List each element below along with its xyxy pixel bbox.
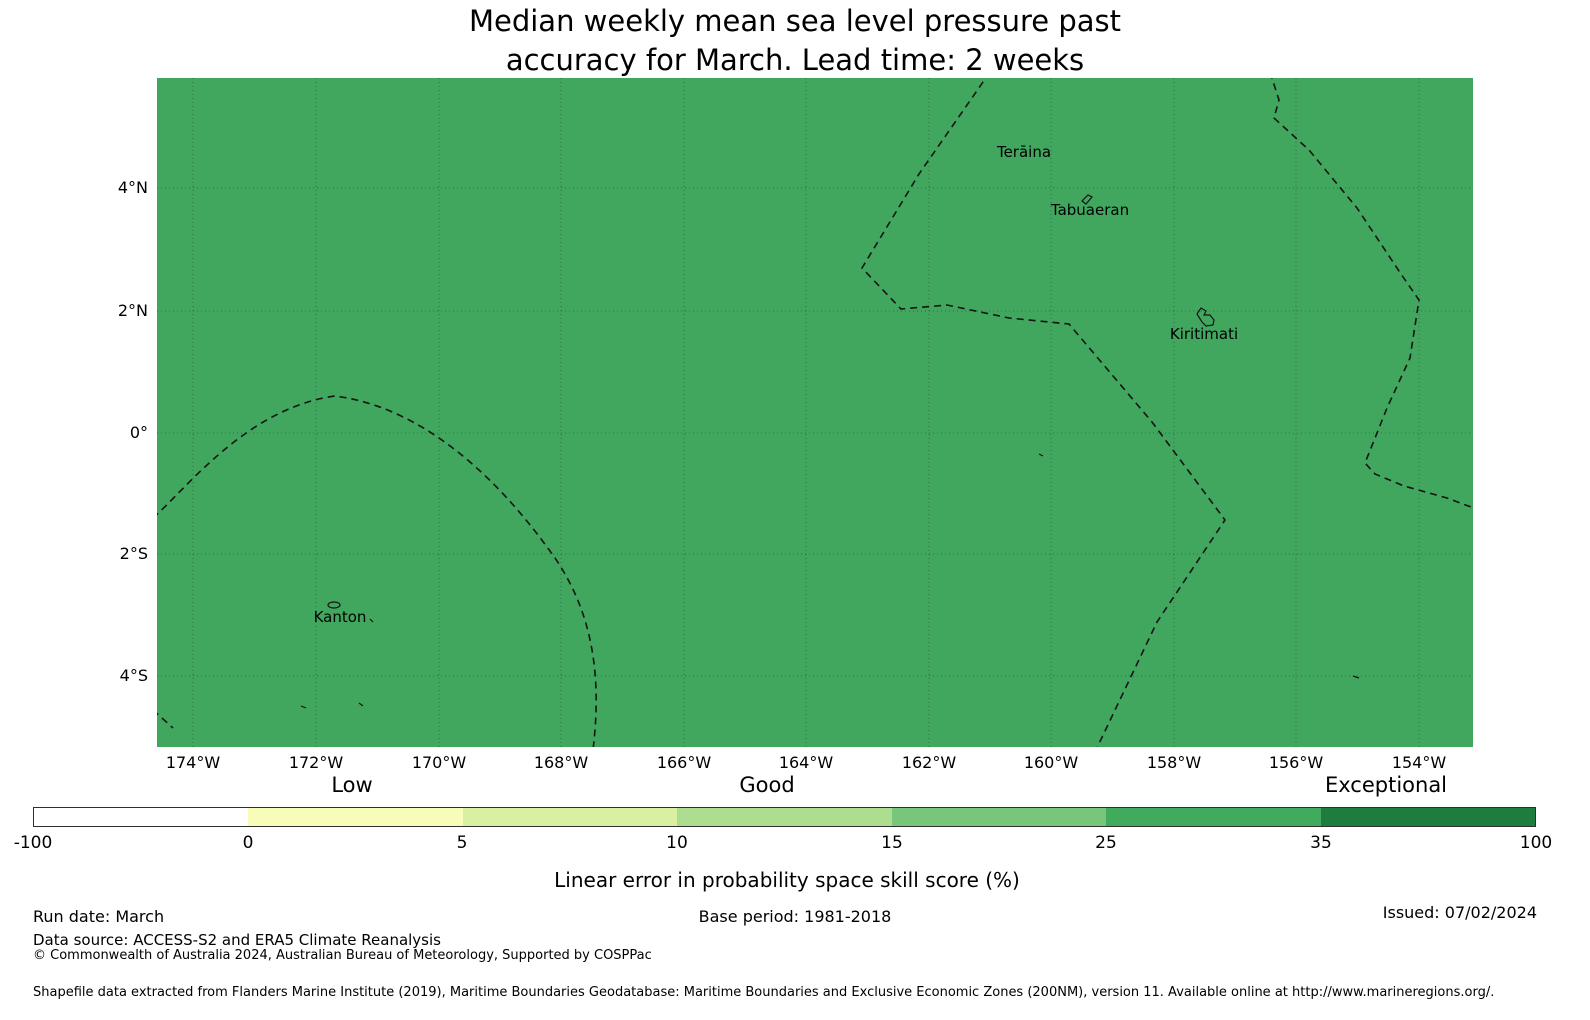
issued-date-text: Issued: 07/02/2024 <box>1382 903 1537 922</box>
island-outline-kiritimati <box>1196 307 1215 327</box>
colorbar-segment-4 <box>891 808 1107 826</box>
islet-mark-4 <box>1352 675 1360 679</box>
colorbar-tick-25: 25 <box>1095 833 1117 853</box>
lon-tick-label-164w: 164°W <box>778 753 834 772</box>
island-label-teraina: Terāina <box>996 143 1051 161</box>
colorbar-segment-3 <box>677 808 892 826</box>
category-label-low: Low <box>331 773 373 797</box>
lon-tick-label-166w: 166°W <box>656 753 712 772</box>
lon-tick-label-174w: 174°W <box>165 753 221 772</box>
lon-tick-label-162w: 162°W <box>901 753 957 772</box>
colorbar-segment-0 <box>34 808 249 826</box>
lon-tick-label-170w: 170°W <box>411 753 467 772</box>
lat-tick-label-0: 0° <box>129 423 148 442</box>
islet-mark-5 <box>1038 453 1044 457</box>
copyright-text: © Commonwealth of Australia 2024, Austra… <box>33 948 652 963</box>
colorbar-segment-1 <box>248 808 463 826</box>
lon-tick-label-172w: 172°W <box>288 753 344 772</box>
eez-boundary-centre <box>860 78 1226 747</box>
lon-tick-label-158w: 158°W <box>1146 753 1202 772</box>
page-title: Median weekly mean sea level pressure pa… <box>0 2 1590 80</box>
category-label-exceptional: Exceptional <box>1324 773 1448 797</box>
base-period-text: Base period: 1981-2018 <box>698 907 892 926</box>
island-label-kiritimati: Kiritimati <box>1170 325 1238 343</box>
lon-tick-label-160w: 160°W <box>1023 753 1079 772</box>
lon-tick-label-154w: 154°W <box>1391 753 1447 772</box>
colorbar-tick-10: 10 <box>666 833 688 853</box>
page-title-line1: Median weekly mean sea level pressure pa… <box>468 4 1122 38</box>
lat-tick-label-4s: 4°S <box>119 666 148 685</box>
lon-tick-label-156w: 156°W <box>1268 753 1324 772</box>
map-svg: Terāina Tabuaeran Kiritimati Kanton <box>157 78 1473 747</box>
islet-mark-3 <box>358 702 364 707</box>
lat-tick-label-2n: 2°N <box>117 301 148 320</box>
colorbar-tick-5: 5 <box>456 833 468 853</box>
eez-boundary-lines <box>157 78 1473 747</box>
island-outline-tabuaeran <box>1081 194 1093 205</box>
colorbar-tick-15: 15 <box>881 833 903 853</box>
colorbar-segment-6 <box>1320 808 1535 826</box>
data-source-text: Data source: ACCESS-S2 and ERA5 Climate … <box>33 931 441 949</box>
category-label-good: Good <box>739 773 795 797</box>
islet-mark-1 <box>369 618 374 623</box>
lat-tick-label-4n: 4°N <box>117 178 148 197</box>
map-canvas: Terāina Tabuaeran Kiritimati Kanton <box>157 78 1473 747</box>
eez-boundary-east <box>1271 78 1473 509</box>
island-label-tabuaeran: Tabuaeran <box>1050 201 1129 219</box>
eez-boundary-west <box>157 395 597 747</box>
island-outline-kanton <box>327 601 341 609</box>
islet-mark-2 <box>300 705 307 709</box>
shapefile-attribution-text: Shapefile data extracted from Flanders M… <box>33 985 1495 1000</box>
page-title-line2: accuracy for March. Lead time: 2 weeks <box>505 43 1085 77</box>
lon-tick-label-168w: 168°W <box>533 753 589 772</box>
colorbar-tick-neg100: -100 <box>13 833 53 853</box>
colorbar-title: Linear error in probability space skill … <box>554 868 1020 892</box>
colorbar-tick-35: 35 <box>1310 833 1332 853</box>
run-date-text: Run date: March <box>33 907 165 926</box>
lat-tick-label-2s: 2°S <box>119 544 148 563</box>
grid-lines <box>157 78 1473 747</box>
island-label-kanton: Kanton <box>314 608 367 626</box>
colorbar-segment-5 <box>1106 808 1321 826</box>
eez-boundary-corner <box>157 712 174 729</box>
colorbar-tick-0: 0 <box>242 833 254 853</box>
colorbar-tick-100: 100 <box>1519 833 1553 853</box>
island-labels: Terāina Tabuaeran Kiritimati Kanton <box>314 143 1239 626</box>
island-outlines <box>300 194 1360 709</box>
colorbar <box>33 807 1536 827</box>
colorbar-segment-2 <box>462 808 678 826</box>
